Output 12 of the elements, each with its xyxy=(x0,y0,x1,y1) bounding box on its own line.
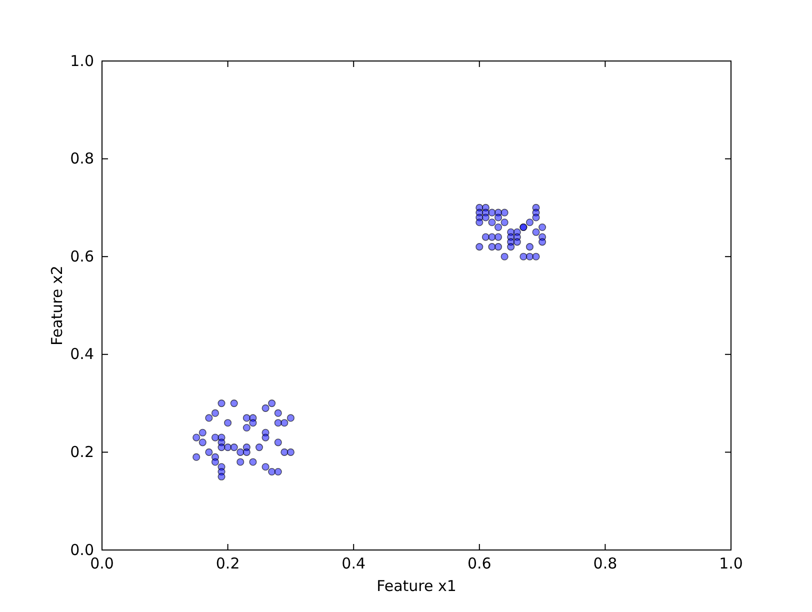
x-axis-title: Feature x1 xyxy=(376,577,456,595)
x-tick-label: 1.0 xyxy=(719,554,743,573)
y-tick-label: 1.0 xyxy=(70,52,94,70)
y-tick-label: 0.8 xyxy=(70,150,94,168)
x-tick-label: 0.2 xyxy=(216,554,240,573)
y-tick-label: 0.4 xyxy=(70,345,94,364)
y-axis-title: Feature x2 xyxy=(48,266,66,346)
y-tick-label: 0.6 xyxy=(70,247,94,266)
x-tick-label: 0.8 xyxy=(593,554,618,573)
x-tick-label: 0.6 xyxy=(467,554,492,573)
y-tick-label: 0.2 xyxy=(70,443,94,461)
x-tick-label: 0.4 xyxy=(342,554,366,573)
